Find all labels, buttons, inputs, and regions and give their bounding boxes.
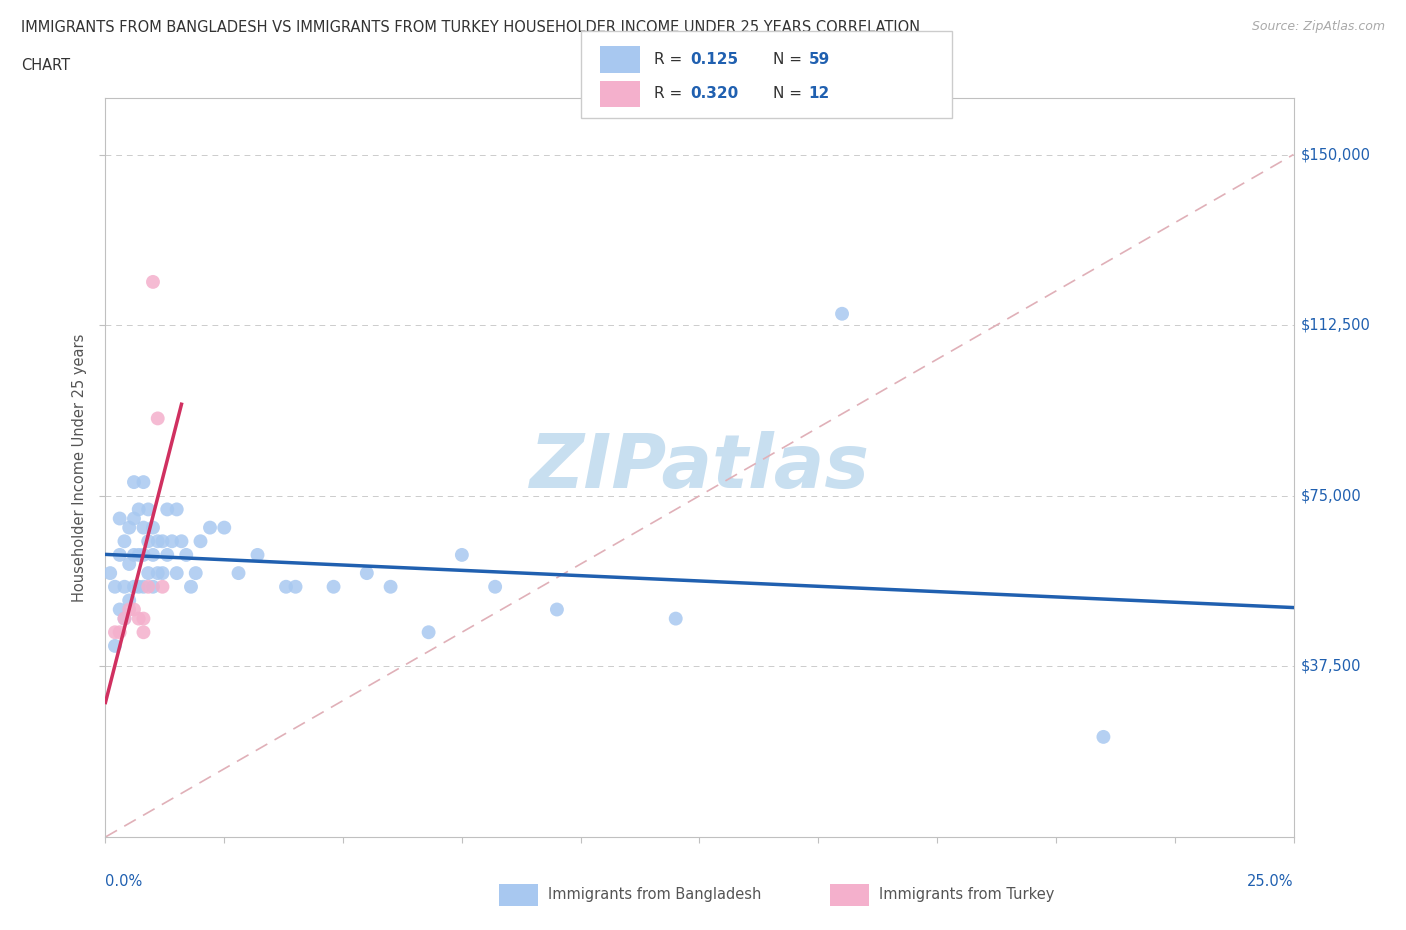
Point [156, 502, 179, 517]
Point [114, 611, 136, 626]
Point [484, 579, 506, 594]
Text: Source: ZipAtlas.com: Source: ZipAtlas.com [1251, 20, 1385, 33]
Point [128, 548, 150, 563]
Text: $37,500: $37,500 [1301, 658, 1361, 674]
Point [108, 512, 131, 526]
Point [136, 579, 159, 594]
Y-axis label: Householder Income Under 25 years: Householder Income Under 25 years [72, 333, 87, 602]
Text: ZIPatlas: ZIPatlas [530, 431, 869, 504]
Point [108, 548, 131, 563]
Point [104, 579, 127, 594]
Point [380, 579, 402, 594]
Point [146, 411, 169, 426]
Text: R =: R = [654, 86, 688, 101]
Text: N =: N = [773, 52, 807, 67]
Point [284, 579, 307, 594]
Point [180, 579, 202, 594]
Point [104, 625, 127, 640]
Text: $75,000: $75,000 [1301, 488, 1361, 503]
Point [122, 548, 145, 563]
Point [184, 565, 207, 580]
Point [136, 534, 159, 549]
Point [142, 274, 165, 289]
Point [122, 602, 145, 617]
Point [190, 534, 212, 549]
Text: R =: R = [654, 52, 688, 67]
Point [146, 534, 169, 549]
Point [136, 502, 159, 517]
Point [98, 565, 121, 580]
Point [132, 579, 155, 594]
Text: CHART: CHART [21, 58, 70, 73]
Point [118, 593, 141, 608]
Point [132, 548, 155, 563]
Text: Immigrants from Turkey: Immigrants from Turkey [879, 887, 1054, 902]
Point [214, 520, 236, 535]
Point [128, 611, 150, 626]
Point [122, 474, 145, 489]
Text: Immigrants from Bangladesh: Immigrants from Bangladesh [548, 887, 762, 902]
Point [114, 534, 136, 549]
Point [146, 565, 169, 580]
Point [108, 602, 131, 617]
Text: 12: 12 [808, 86, 830, 101]
Text: N =: N = [773, 86, 807, 101]
Point [152, 565, 174, 580]
Point [152, 579, 174, 594]
Point [665, 611, 688, 626]
Text: 0.125: 0.125 [690, 52, 738, 67]
Point [152, 534, 174, 549]
Point [831, 306, 853, 321]
Point [132, 625, 155, 640]
Text: IMMIGRANTS FROM BANGLADESH VS IMMIGRANTS FROM TURKEY HOUSEHOLDER INCOME UNDER 25: IMMIGRANTS FROM BANGLADESH VS IMMIGRANTS… [21, 20, 920, 35]
Point [114, 611, 136, 626]
Point [160, 534, 183, 549]
Text: $150,000: $150,000 [1301, 147, 1371, 162]
Point [108, 625, 131, 640]
Point [132, 520, 155, 535]
Point [132, 611, 155, 626]
Point [450, 548, 472, 563]
Point [546, 602, 568, 617]
Point [142, 548, 165, 563]
Text: 0.0%: 0.0% [105, 874, 142, 889]
Point [122, 579, 145, 594]
Text: 25.0%: 25.0% [1247, 874, 1294, 889]
Point [132, 474, 155, 489]
Point [274, 579, 297, 594]
Point [128, 502, 150, 517]
Point [166, 565, 188, 580]
Point [104, 639, 127, 654]
Point [166, 502, 188, 517]
Text: 59: 59 [808, 52, 830, 67]
Point [170, 534, 193, 549]
Point [136, 565, 159, 580]
Point [418, 625, 440, 640]
Point [142, 579, 165, 594]
Point [118, 556, 141, 571]
Point [246, 548, 269, 563]
Text: $112,500: $112,500 [1301, 318, 1371, 333]
Point [156, 548, 179, 563]
Point [118, 602, 141, 617]
Point [128, 579, 150, 594]
Point [356, 565, 378, 580]
Point [322, 579, 344, 594]
Point [114, 579, 136, 594]
Text: 0.320: 0.320 [690, 86, 738, 101]
Point [118, 520, 141, 535]
Point [142, 520, 165, 535]
Point [228, 565, 250, 580]
Point [122, 512, 145, 526]
Point [1092, 729, 1115, 744]
Point [174, 548, 197, 563]
Point [198, 520, 221, 535]
